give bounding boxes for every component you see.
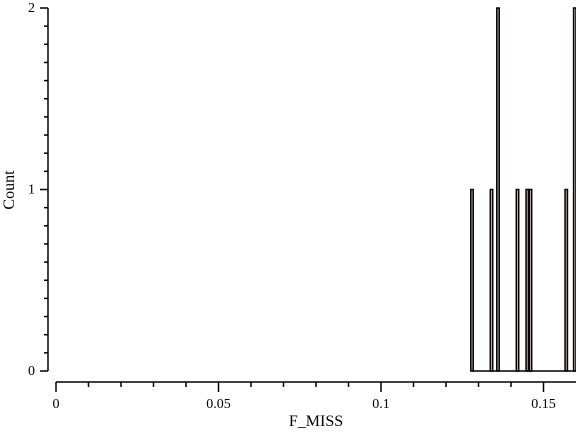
bar (564, 188, 569, 372)
y-tick-label: 2 (28, 1, 35, 16)
y-axis-title: Count (1, 170, 18, 210)
y-ticks-group: 0 1 2 (28, 1, 48, 379)
plot-area (470, 7, 576, 372)
y-tick-label: 1 (28, 183, 35, 198)
x-axis: 0 0.05 0.1 0.15 F_MISS (53, 381, 576, 430)
bar (496, 7, 500, 372)
x-axis-title: F_MISS (289, 413, 343, 430)
bars-group (470, 7, 576, 372)
x-tick-label: 0.1 (372, 397, 390, 412)
bar (515, 188, 520, 372)
x-tick-label: 0.15 (531, 397, 556, 412)
x-tick-label: 0.05 (206, 397, 231, 412)
bar (489, 188, 494, 372)
bar (470, 188, 474, 372)
bar (528, 188, 533, 372)
y-axis: 0 1 2 Count (1, 1, 49, 379)
x-tick-label: 0 (53, 397, 60, 412)
x-ticks-group: 0 0.05 0.1 0.15 (53, 382, 556, 412)
y-tick-label: 0 (28, 364, 35, 379)
bar (525, 188, 530, 372)
